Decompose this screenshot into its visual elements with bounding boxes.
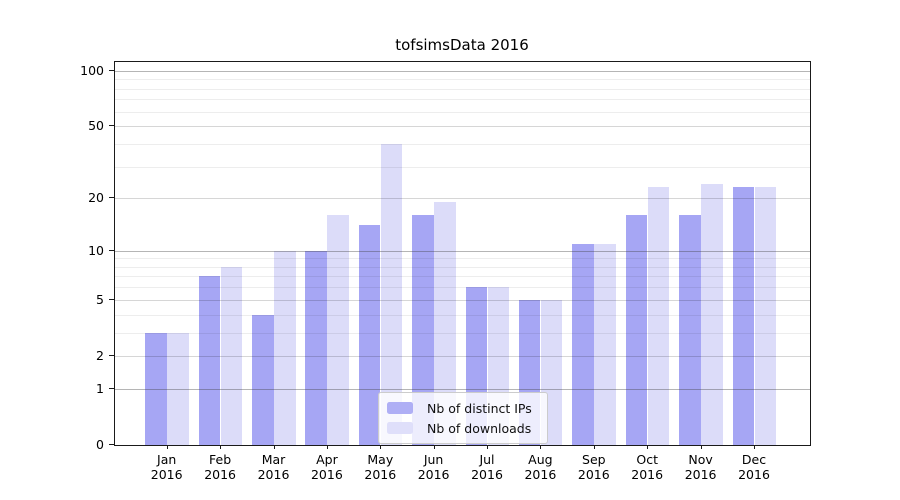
- legend-swatch-distinct-ips: [387, 402, 413, 414]
- bar-sep-downloads: [594, 243, 616, 445]
- x-tick-month: Feb: [209, 452, 232, 467]
- chart-title: tofsimsData 2016: [395, 36, 529, 54]
- x-tick-year: 2016: [684, 467, 717, 482]
- bar-feb-distinct-ips: [198, 276, 221, 445]
- x-tick-year: 2016: [204, 467, 236, 482]
- bar-mar-distinct-ips: [252, 314, 274, 445]
- legend-label: Nb of distinct IPs: [427, 400, 532, 416]
- bar-oct-distinct-ips: [625, 215, 648, 445]
- bar-may-distinct-ips: [358, 225, 381, 445]
- x-tick-mark-may: [380, 445, 382, 449]
- y-tick-label-1: 1: [96, 380, 104, 396]
- legend: Nb of distinct IPs Nb of downloads: [378, 392, 548, 444]
- x-tick-year: 2016: [257, 467, 290, 482]
- x-tick-mark-dec: [754, 445, 755, 449]
- x-tick-year: 2016: [150, 467, 183, 482]
- x-tick-label-mar: Mar 2016: [246, 452, 302, 482]
- y-tick-label-100: 100: [80, 62, 104, 78]
- x-tick-year: 2016: [310, 467, 343, 482]
- x-tick-month: Jul: [479, 452, 495, 467]
- x-tick-month: Dec: [741, 452, 767, 467]
- x-tick-year: 2016: [417, 467, 450, 482]
- x-tick-year: 2016: [738, 467, 770, 482]
- bar-apr-distinct-ips: [305, 250, 327, 445]
- x-tick-label-oct: Oct 2016: [619, 452, 675, 482]
- x-tick-month: Jun: [423, 452, 444, 467]
- plot-area: Nb of distinct IPs Nb of downloads: [114, 61, 811, 446]
- bar-jan-downloads: [167, 332, 189, 445]
- x-tick-mark-oct: [647, 445, 649, 449]
- y-tick-mark-2: [109, 354, 114, 356]
- x-tick-year: 2016: [364, 467, 397, 482]
- x-tick-label-jun: Jun 2016: [406, 452, 462, 482]
- x-tick-mark-sep: [593, 445, 595, 449]
- legend-row-downloads: Nb of downloads: [387, 418, 539, 438]
- y-tick-mark-50: [109, 125, 114, 127]
- x-tick-label-jan: Jan 2016: [139, 452, 195, 482]
- bar-mar-downloads: [274, 250, 296, 445]
- y-tick-mark-5: [109, 298, 114, 300]
- x-tick-label-apr: Apr 2016: [299, 452, 355, 482]
- bar-nov-distinct-ips: [679, 215, 701, 445]
- y-tick-mark-1: [109, 387, 114, 389]
- bar-sep-distinct-ips: [572, 243, 594, 445]
- x-tick-month: Sep: [582, 452, 606, 467]
- y-tick-label-50: 50: [88, 118, 104, 134]
- y-tick-mark-10: [109, 249, 114, 251]
- bar-apr-downloads: [327, 215, 349, 445]
- bar-dec-downloads: [754, 187, 776, 445]
- bar-nov-downloads: [701, 183, 723, 445]
- x-tick-mark-aug: [540, 445, 542, 449]
- bar-oct-downloads: [647, 187, 670, 445]
- bar-jun-distinct-ips: [412, 215, 434, 445]
- x-tick-month: Oct: [636, 452, 658, 467]
- y-tick-label-0: 0: [96, 437, 104, 452]
- y-tick-label-20: 20: [88, 190, 104, 206]
- x-tick-mark-jul: [487, 445, 488, 449]
- bar-feb-downloads: [220, 266, 243, 445]
- x-tick-month: Nov: [688, 452, 713, 467]
- x-tick-month: Jan: [157, 452, 177, 467]
- bars-layer: [115, 62, 810, 445]
- legend-label: Nb of downloads: [427, 420, 532, 436]
- x-tick-year: 2016: [524, 467, 557, 482]
- x-tick-label-feb: Feb 2016: [192, 452, 248, 482]
- x-tick-label-jul: Jul 2016: [459, 452, 515, 482]
- x-tick-month: May: [367, 452, 394, 467]
- x-tick-mark-mar: [273, 445, 275, 449]
- y-tick-label-5: 5: [96, 291, 104, 307]
- x-tick-mark-jun: [433, 445, 435, 449]
- legend-row-distinct-ips: Nb of distinct IPs: [387, 398, 539, 418]
- x-tick-mark-feb: [220, 445, 222, 449]
- x-tick-mark-jan: [166, 445, 168, 449]
- x-tick-mark-apr: [326, 445, 328, 449]
- y-tick-label-10: 10: [88, 242, 104, 258]
- x-tick-mark-nov: [700, 445, 702, 449]
- bar-dec-distinct-ips: [732, 187, 754, 445]
- x-tick-year: 2016: [631, 467, 664, 482]
- x-tick-month: Mar: [261, 452, 286, 467]
- bar-jun-downloads: [434, 202, 456, 445]
- x-tick-month: Apr: [316, 452, 338, 467]
- bar-jan-distinct-ips: [145, 332, 167, 445]
- legend-swatch-downloads: [387, 422, 413, 434]
- bar-may-downloads: [380, 143, 403, 445]
- y-tick-mark-100: [109, 69, 114, 71]
- y-tick-mark-0: [109, 444, 114, 445]
- x-tick-label-dec: Dec 2016: [726, 452, 782, 482]
- x-tick-label-nov: Nov 2016: [673, 452, 729, 482]
- x-tick-label-sep: Sep 2016: [566, 452, 622, 482]
- y-tick-mark-20: [109, 197, 114, 199]
- x-tick-month: Aug: [528, 452, 553, 467]
- x-tick-label-may: May 2016: [352, 452, 408, 482]
- y-tick-label-2: 2: [96, 347, 104, 363]
- x-tick-year: 2016: [577, 467, 610, 482]
- x-tick-year: 2016: [471, 467, 503, 482]
- x-tick-label-aug: Aug 2016: [512, 452, 568, 482]
